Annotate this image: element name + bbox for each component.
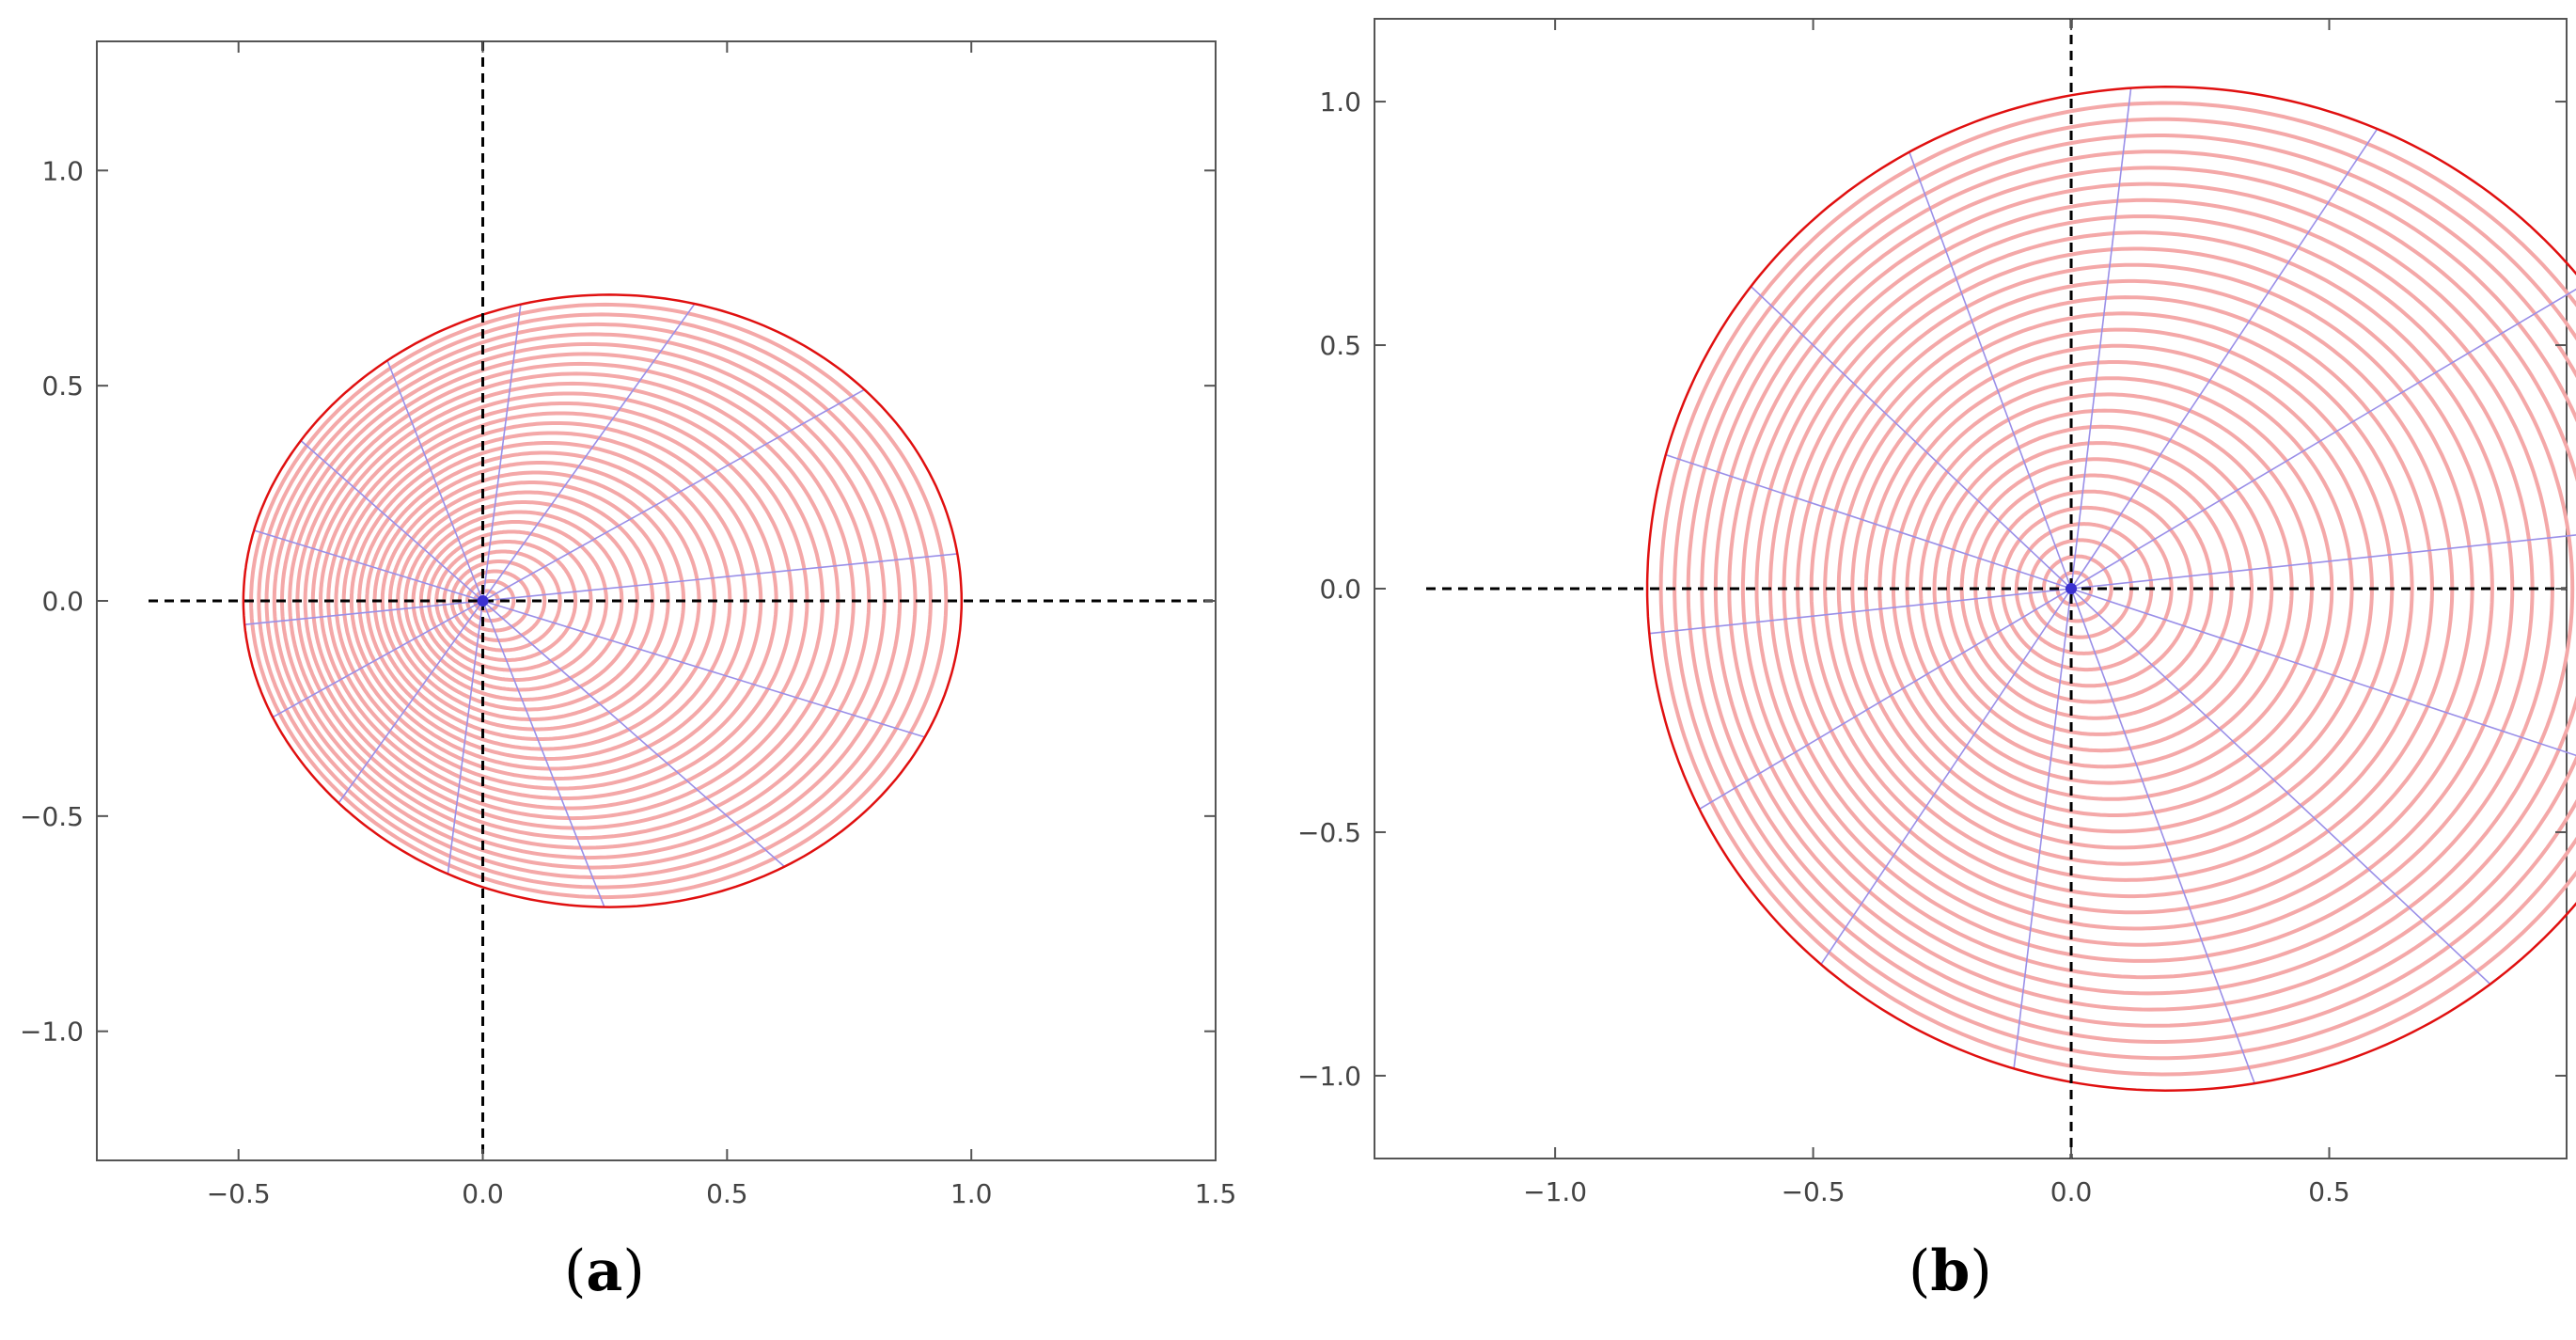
radial-line <box>244 600 483 625</box>
panel-a-ticks: −0.5 0.0 0.5 1.0 1.5 1.0 0.5 0.0 −0.5 −1.0 <box>20 41 1236 1209</box>
panel-b-plot <box>1426 19 2576 1159</box>
y-tick-label: 1.0 <box>1319 87 1361 118</box>
x-tick-label: 0.0 <box>2050 1176 2093 1207</box>
radial-line <box>482 600 925 738</box>
x-tick-label: −1.0 <box>1523 1176 1587 1207</box>
level-curve <box>396 490 655 712</box>
level-curve <box>2041 554 2113 623</box>
radial-line <box>2013 588 2072 1069</box>
level-curve <box>1754 214 2535 963</box>
y-tick-label: 0.5 <box>1319 330 1361 361</box>
x-tick-label: 1.0 <box>950 1178 993 1209</box>
radial-line <box>1665 453 2072 590</box>
radial-line <box>1699 588 2072 811</box>
radial-line <box>300 439 484 602</box>
radial-line <box>386 360 484 602</box>
boundary-curve <box>1645 86 2576 1092</box>
y-tick-label: −1.0 <box>1297 1061 1361 1092</box>
origin-marker <box>2066 583 2078 594</box>
y-tick-label: −1.0 <box>20 1017 84 1048</box>
y-tick-label: 0.5 <box>41 370 84 402</box>
radial-line <box>481 304 522 602</box>
radial-line <box>2070 534 2576 590</box>
panel-a-label: (a) <box>564 1238 645 1304</box>
level-curve <box>1850 327 2395 850</box>
level-curve <box>288 352 872 850</box>
radial-line <box>2070 87 2132 590</box>
level-curve <box>2014 522 2154 655</box>
level-curve <box>365 450 716 751</box>
radial-line <box>482 388 865 602</box>
panel-a-plot <box>149 41 1216 1160</box>
level-curve <box>1727 181 2575 996</box>
radial-line <box>481 600 605 907</box>
x-tick-label: 0.5 <box>2308 1176 2350 1207</box>
radial-line <box>482 553 958 602</box>
level-curve <box>318 391 809 811</box>
x-tick-label: −0.5 <box>207 1178 271 1209</box>
level-curve <box>1658 101 2576 1077</box>
level-curve <box>449 560 547 642</box>
level-curve <box>334 411 778 791</box>
radial-line <box>1649 588 2072 635</box>
panel-b-ticks: −1.0 −0.5 0.0 0.5 1.0 0.5 0.0 −0.5 −1.0 <box>1297 19 2567 1207</box>
radial-line <box>481 303 696 602</box>
level-curve <box>303 371 840 830</box>
origin-marker <box>477 595 489 607</box>
radial-line <box>1908 151 2072 590</box>
boundary-curve <box>242 293 964 908</box>
radial-line <box>2070 588 2491 985</box>
level-curve <box>1823 295 2434 882</box>
level-curve <box>1946 441 2254 736</box>
x-tick-label: 0.0 <box>462 1178 504 1209</box>
radial-line <box>481 600 785 868</box>
radial-line <box>1820 588 2072 966</box>
level-curve <box>1919 408 2294 769</box>
radial-line <box>447 600 484 875</box>
x-tick-label: 1.5 <box>1195 1178 1237 1209</box>
level-curve <box>257 312 933 890</box>
level-curve <box>1740 197 2554 980</box>
y-tick-label: −0.5 <box>1297 817 1361 848</box>
radial-line <box>2070 588 2576 757</box>
level-curve <box>272 332 903 870</box>
radial-line <box>253 529 483 602</box>
level-curve <box>380 470 686 732</box>
y-tick-label: 1.0 <box>41 155 84 186</box>
level-curve <box>1932 424 2274 753</box>
level-curve <box>465 579 516 623</box>
x-tick-label: 0.5 <box>706 1178 748 1209</box>
radial-line <box>1750 285 2072 590</box>
level-curve <box>1836 311 2414 866</box>
panel-b: −1.0 −0.5 0.0 0.5 1.0 0.5 0.0 −0.5 −1.0 (b) <box>1297 18 2576 1304</box>
radial-line <box>2070 288 2576 590</box>
level-curve <box>349 431 747 771</box>
panel-b-label: (b) <box>1908 1238 1992 1304</box>
panel-a: −0.5 0.0 0.5 1.0 1.5 1.0 0.5 0.0 −0.5 −1.0 (a) <box>20 40 1236 1304</box>
radial-line <box>338 600 484 804</box>
y-tick-label: 0.0 <box>1319 574 1361 605</box>
radial-line <box>2070 588 2255 1084</box>
radial-line <box>2070 128 2379 590</box>
y-tick-label: −0.5 <box>20 801 84 832</box>
x-tick-label: −0.5 <box>1782 1176 1846 1207</box>
y-tick-label: 0.0 <box>41 586 84 617</box>
radial-line <box>272 600 483 718</box>
level-curve <box>2028 538 2133 639</box>
